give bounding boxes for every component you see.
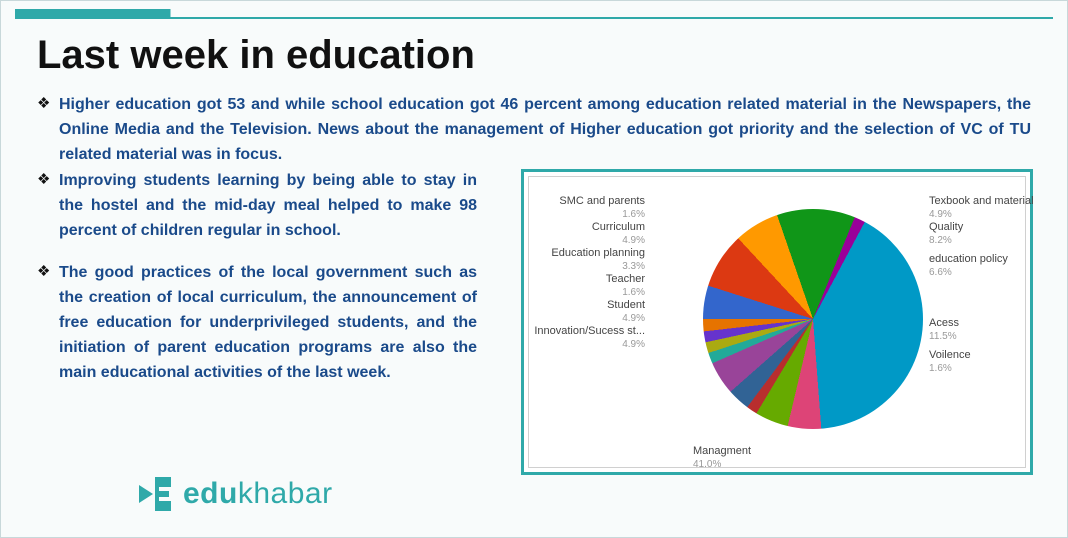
chart-label: Voilence1.6% <box>929 349 971 375</box>
logo-mark-icon <box>131 473 173 515</box>
logo-text-1: edu <box>183 477 238 510</box>
left-bullets: ❖ Improving students learning by being a… <box>37 169 477 399</box>
chart-label: Curriculum4.9% <box>592 221 645 247</box>
brand-logo: edukhabar <box>131 473 333 515</box>
logo-text: edukhabar <box>183 477 333 511</box>
logo-text-2: khabar <box>238 477 333 510</box>
chart-label: Texbook and material4.9% <box>929 195 1034 221</box>
chart-label: Student4.9% <box>607 299 645 325</box>
bullet-icon: ❖ <box>37 261 59 284</box>
bullet-text-2: Improving students learning by being abl… <box>59 169 477 243</box>
chart-label: education policy6.6% <box>929 253 1008 279</box>
top-accent-bar <box>15 9 1053 19</box>
pie-chart <box>703 209 923 429</box>
bullet-icon: ❖ <box>37 93 59 116</box>
pie-wrap <box>703 209 923 429</box>
pie-chart-inner: SMC and parents1.6%Curriculum4.9%Educati… <box>528 176 1026 468</box>
chart-label: Education planning3.3% <box>551 247 645 273</box>
chart-label: Innovation/Sucess st...4.9% <box>534 325 645 351</box>
chart-label: Teacher1.6% <box>606 273 645 299</box>
bullet-icon: ❖ <box>37 169 59 192</box>
chart-label: Quality8.2% <box>929 221 963 247</box>
bullet-text-1: Higher education got 53 and while school… <box>59 93 1031 167</box>
bullet-text-3: The good practices of the local governme… <box>59 261 477 385</box>
page-title: Last week in education <box>37 33 475 78</box>
pie-chart-container: SMC and parents1.6%Curriculum4.9%Educati… <box>521 169 1033 475</box>
chart-label: Managment41.0% <box>693 445 751 471</box>
chart-label: SMC and parents1.6% <box>559 195 645 221</box>
chart-label: Acess11.5% <box>929 317 959 343</box>
